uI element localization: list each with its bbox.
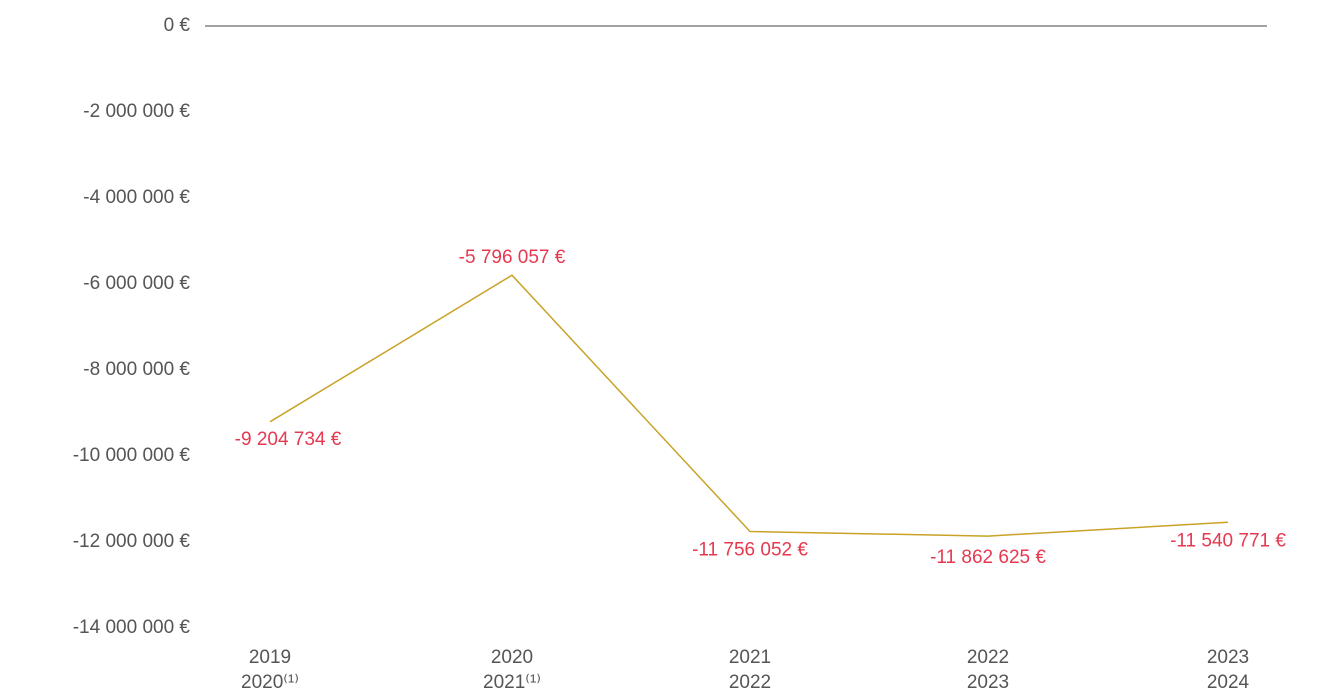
value-label: -11 862 625 € — [930, 547, 1046, 568]
x-tick-label: 2021⁽¹⁾ — [483, 672, 541, 693]
value-label: -9 204 734 € — [235, 429, 342, 450]
y-tick-label: -4 000 000 € — [83, 187, 190, 208]
y-tick-label: -10 000 000 € — [73, 445, 191, 466]
x-tick-label: 2022 — [729, 672, 771, 693]
y-tick-label: -6 000 000 € — [83, 273, 190, 294]
y-tick-label: -8 000 000 € — [83, 359, 190, 380]
x-tick-label: 2020 — [491, 647, 533, 668]
value-label: -11 756 052 € — [692, 540, 808, 561]
y-tick-label: -2 000 000 € — [83, 101, 190, 122]
x-tick-label: 2021 — [729, 647, 771, 668]
y-tick-label: -12 000 000 € — [73, 531, 191, 552]
x-tick-label: 2023 — [967, 672, 1009, 693]
line — [269, 274, 1229, 537]
value-label: -11 540 771 € — [1170, 530, 1286, 551]
x-tick-label: 2022 — [967, 647, 1009, 668]
value-label: -5 796 057 € — [459, 247, 566, 268]
x-tick-label: 2019 — [249, 647, 291, 668]
y-tick-label: -14 000 000 € — [73, 617, 191, 638]
y-tick-label: 0 € — [164, 15, 191, 36]
x-tick-label: 2023 — [1207, 647, 1249, 668]
x-tick-label: 2024 — [1207, 672, 1250, 693]
x-tick-label: 2020⁽¹⁾ — [241, 672, 299, 693]
